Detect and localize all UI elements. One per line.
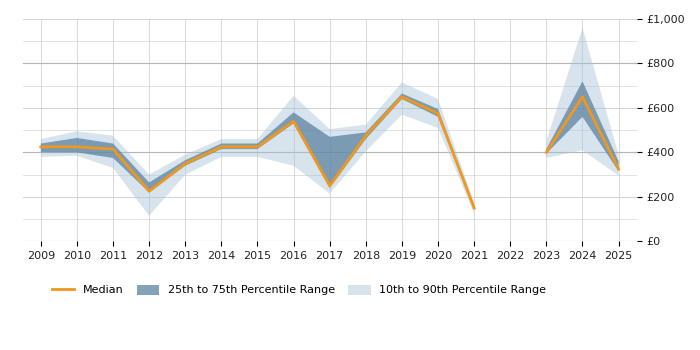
Legend: Median, 25th to 75th Percentile Range, 10th to 90th Percentile Range: Median, 25th to 75th Percentile Range, 1… [47, 280, 551, 300]
